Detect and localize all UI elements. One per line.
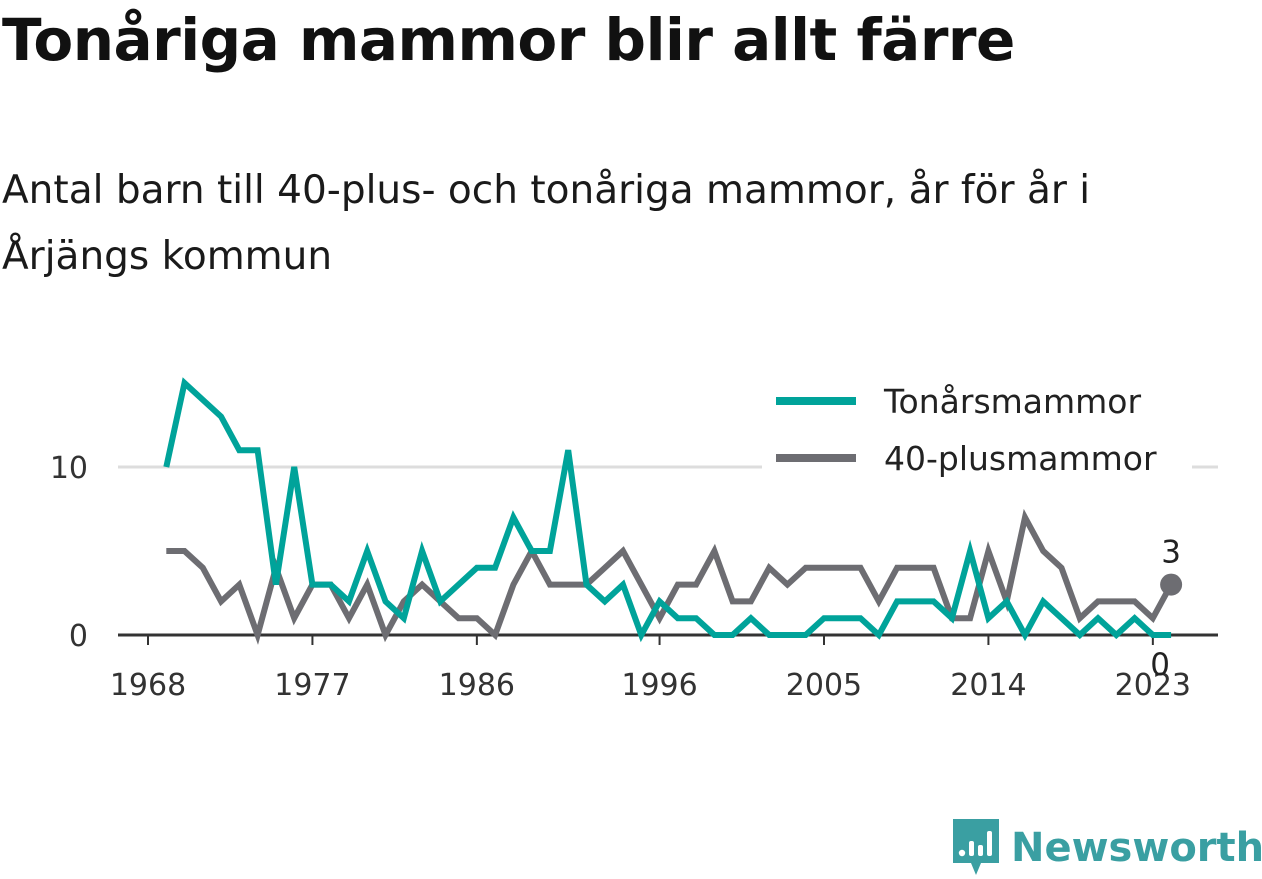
legend-background [762,378,1192,488]
end-label-tonarsmammor: 0 [1150,647,1170,683]
legend: Tonårsmammor 40-plusmammor [762,378,1192,488]
legend-label-tonarsmammor: Tonårsmammor [883,382,1141,421]
x-tick-label: 1986 [439,668,515,703]
x-tick-label: 1996 [621,668,697,703]
end-label-40-plusmammor: 3 [1161,535,1181,571]
series-line-40-plusmammor [166,508,1174,645]
legend-label-40-plusmammor: 40-plusmammor [884,439,1157,478]
y-tick-label: 0 [69,619,88,654]
chart-subtitle: Antal barn till 40-plus- och tonåriga ma… [2,168,1091,279]
series-lines [163,377,1174,645]
end-marker-40-plusmammor [1160,573,1183,596]
x-tick-label: 2023 [1115,668,1191,703]
series-line-tonarsmammor [163,377,1172,643]
x-axis: 1968 1977 1986 1996 2005 2014 2023 [110,633,1218,703]
y-tick-label: 10 [50,451,88,486]
end-labels: 30 [1150,535,1183,683]
newsworthy-wordmark: Newsworthy [1011,825,1262,871]
newsworthy-logo: Newsworthy [951,818,1262,878]
x-tick-label: 2014 [950,668,1026,703]
x-tick-label: 1968 [110,668,186,703]
chart-title: Tonåriga mammor blir allt färre [2,6,1015,74]
newsworthy-chart-icon [953,819,999,875]
x-tick-label: 2005 [786,668,862,703]
x-tick-label: 1977 [274,668,350,703]
